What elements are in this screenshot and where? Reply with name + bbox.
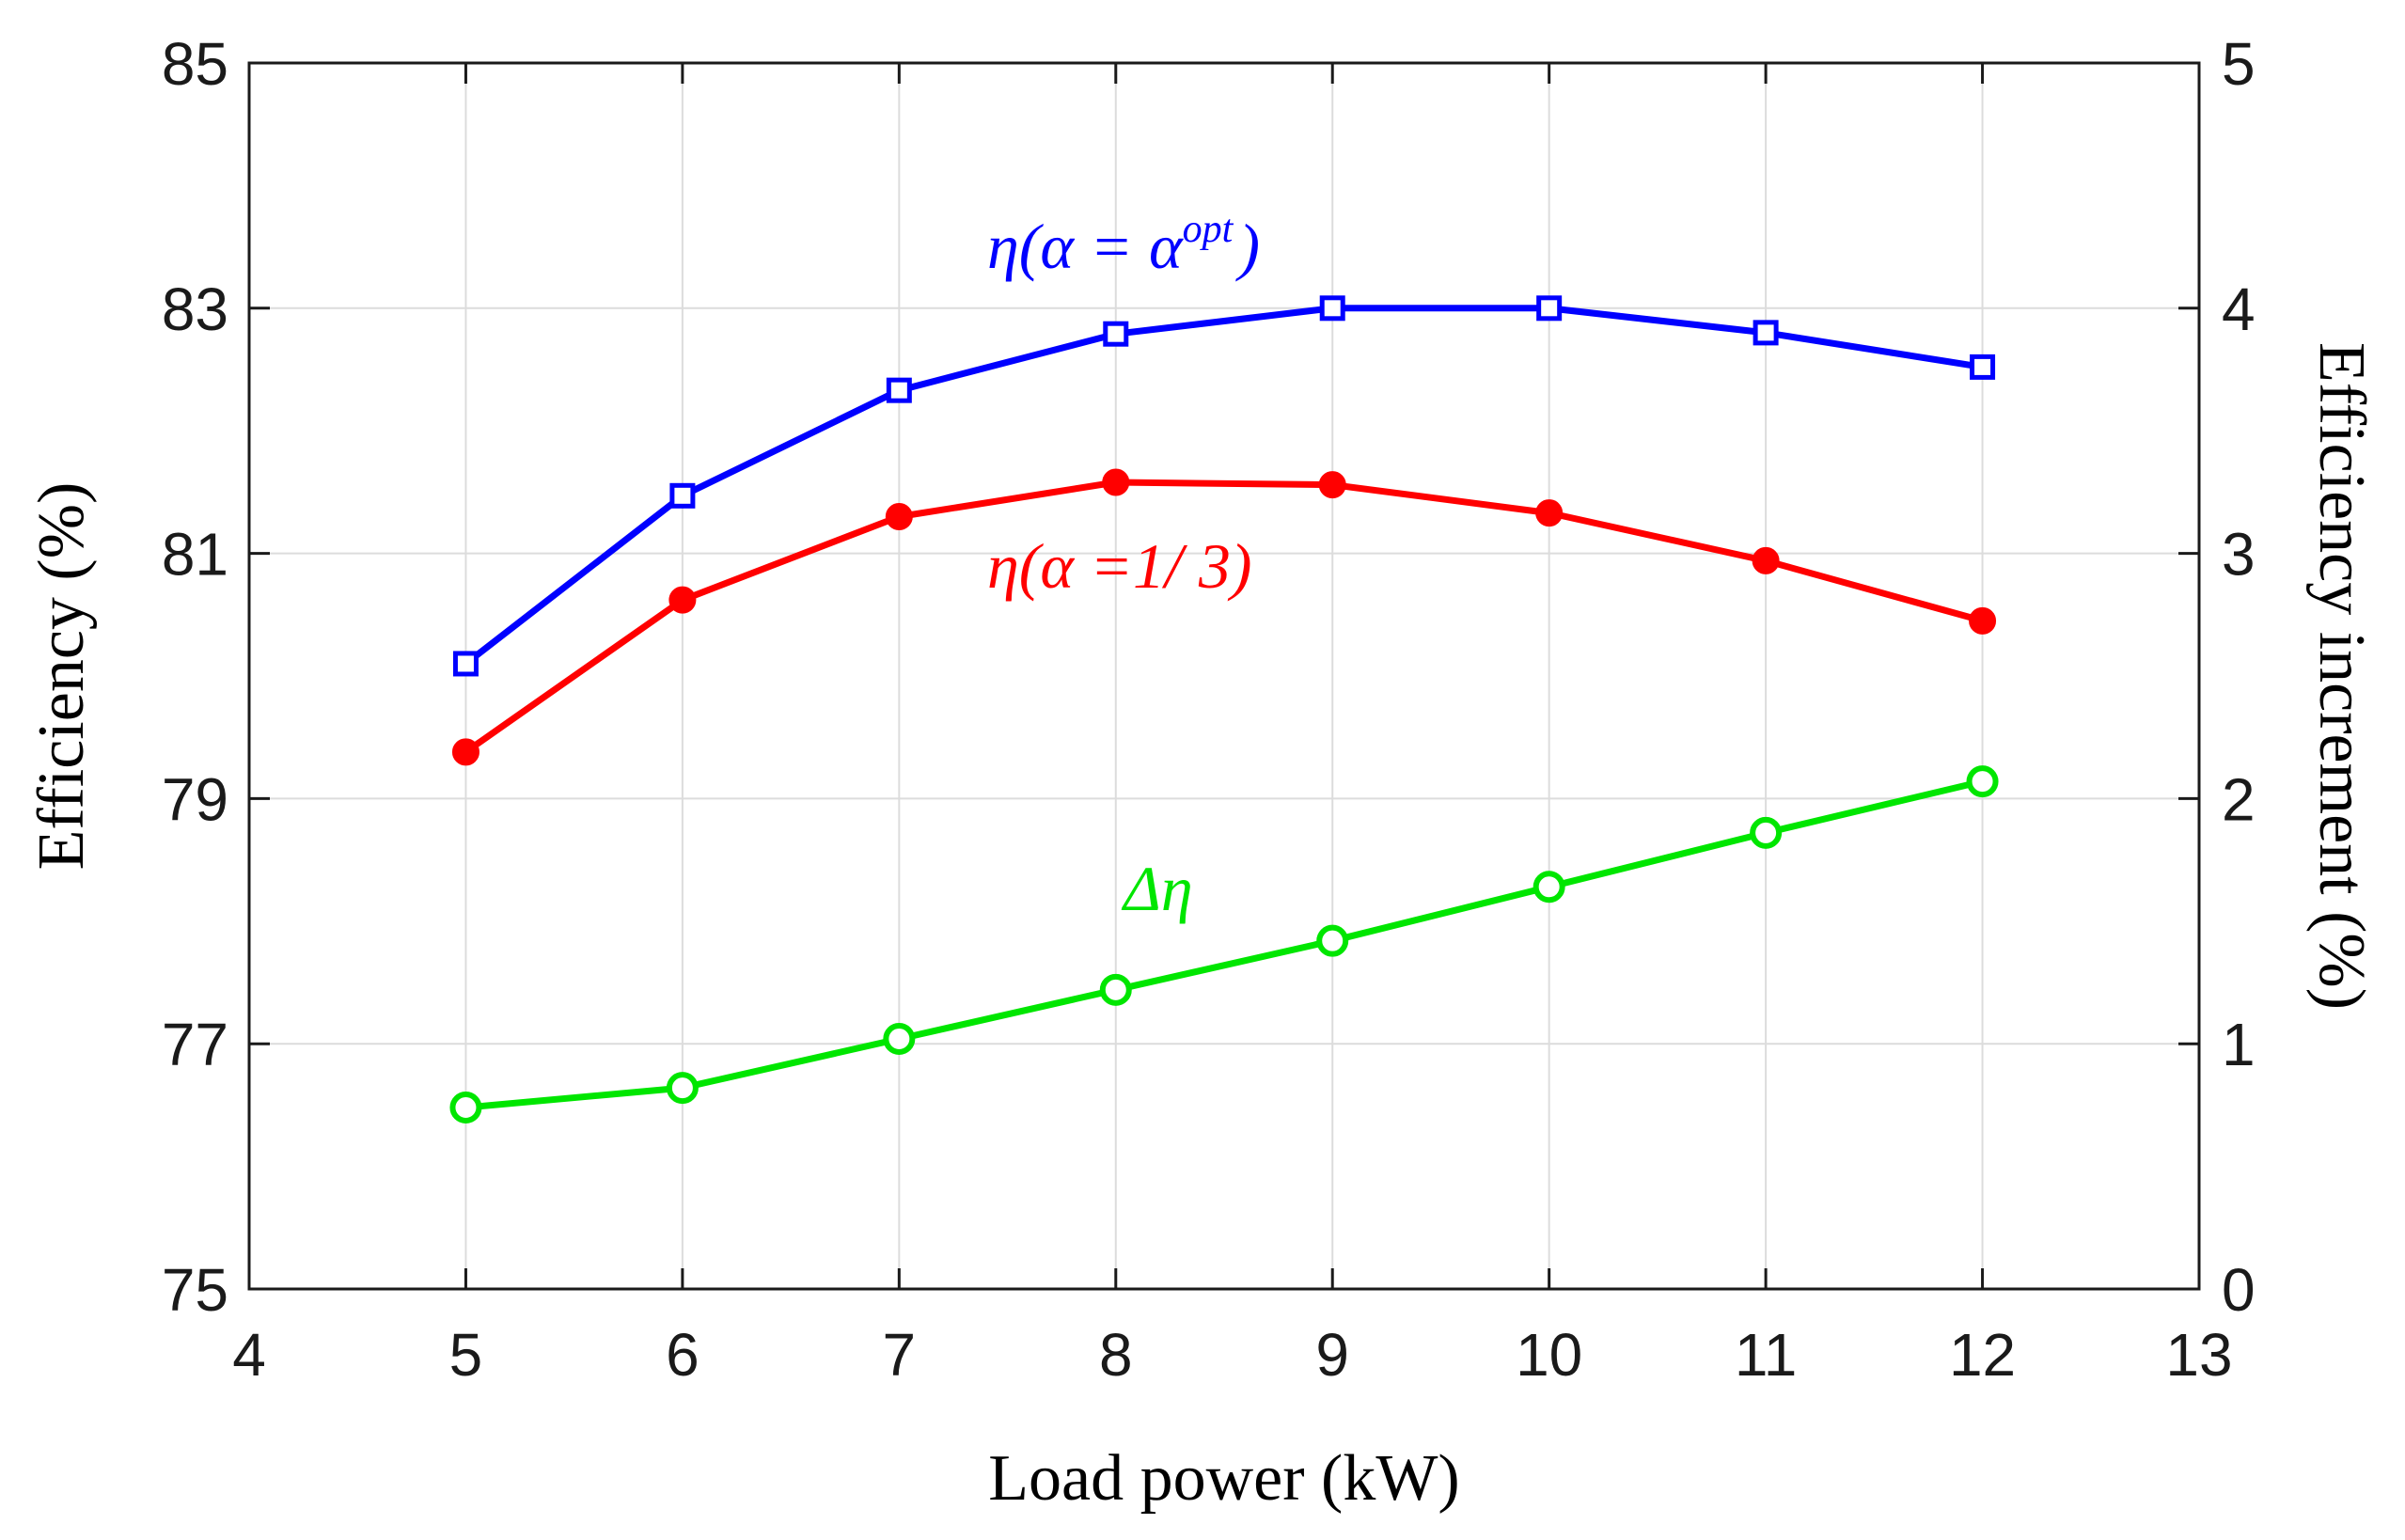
eta-1/3-marker — [1752, 546, 1780, 574]
eta-1/3-marker — [668, 586, 697, 614]
x-tick-label: 7 — [883, 1321, 917, 1389]
y2-tick-label: 5 — [2222, 30, 2256, 98]
y2-tick-label: 0 — [2222, 1256, 2256, 1324]
eta-1/3-marker — [1969, 606, 1997, 635]
x-tick-label: 11 — [1735, 1321, 1797, 1389]
y-axis-title: Efficiency (%) — [25, 482, 98, 871]
x-tick-label: 12 — [1949, 1321, 2016, 1389]
eta-1/3-marker — [1535, 499, 1564, 527]
y-tick-label: 75 — [162, 1256, 228, 1324]
y2-tick-label: 1 — [2222, 1011, 2256, 1078]
y-tick-label: 79 — [162, 765, 228, 833]
eta-opt-marker — [1319, 295, 1345, 322]
eta-1/3-marker — [1102, 468, 1130, 496]
x-tick-label: 5 — [449, 1321, 483, 1389]
series-layer — [449, 295, 1999, 1124]
y2-tick-label: 4 — [2222, 275, 2256, 343]
eta-opt-marker — [1536, 295, 1563, 322]
delta-eta-marker — [666, 1072, 699, 1105]
y-tick-label: 77 — [162, 1011, 228, 1078]
eta-1/3-line — [464, 479, 1984, 755]
eta-opt-annotation: η(α = αopt) — [987, 208, 1260, 282]
delta-eta-marker — [1750, 816, 1783, 849]
axis-ticks — [247, 61, 2201, 1291]
delta-eta-marker — [1966, 765, 1999, 798]
eta-opt-marker — [1753, 320, 1779, 346]
delta-eta-marker — [883, 1022, 916, 1055]
delta-eta-marker — [1099, 973, 1132, 1006]
eta-opt-annotation-close: ) — [1234, 211, 1260, 282]
x-tick-label: 13 — [2165, 1321, 2232, 1389]
eta-opt-annotation-main: η(α = α — [987, 211, 1184, 282]
delta-eta-marker — [1533, 871, 1565, 904]
x-axis-title: Load power (kW) — [988, 1442, 1459, 1515]
eta-opt-marker — [1103, 321, 1129, 347]
eta-opt-marker — [452, 651, 479, 677]
x-tick-label: 6 — [666, 1321, 699, 1389]
delta-eta-line — [465, 778, 1984, 1111]
eta-opt-annotation-sup: opt — [1183, 208, 1234, 251]
plot-frame — [247, 61, 2201, 1291]
delta-eta-marker — [1316, 924, 1349, 957]
delta-eta-annotation: Δη — [1121, 853, 1193, 924]
eta-1/3-marker — [451, 738, 479, 766]
x-tick-label: 4 — [232, 1321, 266, 1389]
grid-lines — [249, 63, 2199, 1289]
eta-1/3-marker — [885, 502, 913, 530]
x-tick-label: 9 — [1315, 1321, 1349, 1389]
eta-opt-marker — [1970, 354, 1996, 380]
y-tick-label: 85 — [162, 30, 228, 98]
y2-tick-label: 2 — [2222, 765, 2256, 833]
eta-opt-marker — [886, 377, 912, 403]
y2-axis-title: Efficiency increment (%) — [2305, 342, 2378, 1010]
x-tick-label: 10 — [1516, 1321, 1582, 1389]
y2-tick-label: 3 — [2222, 521, 2256, 589]
delta-eta-marker — [449, 1092, 482, 1124]
y-tick-label: 81 — [162, 521, 228, 589]
y-tick-label: 83 — [162, 275, 228, 343]
eta-opt-marker — [669, 482, 696, 509]
eta-opt-line — [464, 305, 1984, 667]
x-tick-label: 8 — [1099, 1321, 1133, 1389]
eta-third-annotation: η(α =1/ 3) — [987, 530, 1252, 602]
eta-1/3-marker — [1318, 471, 1346, 499]
